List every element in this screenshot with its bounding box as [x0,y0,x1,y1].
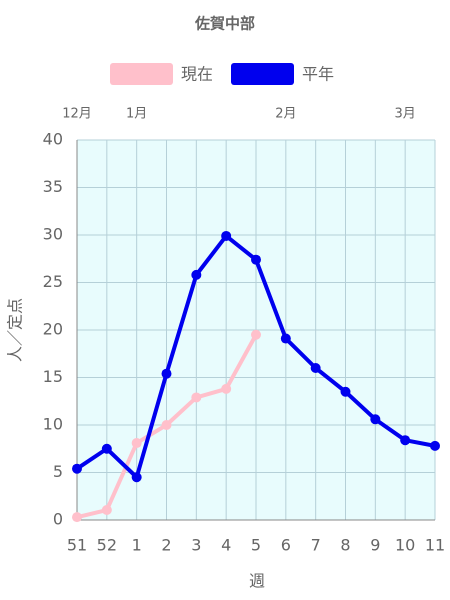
y-axis-label: 人／定点 [6,298,25,362]
x-tick-label: 5 [251,536,261,555]
legend-swatch [231,63,294,85]
y-tick-label: 20 [43,320,63,339]
y-tick-label: 30 [43,225,63,244]
data-point [191,392,202,403]
y-tick-label: 25 [43,272,63,291]
data-point [251,329,261,340]
x-tick-label: 3 [191,536,201,555]
y-tick-label: 10 [43,415,63,434]
x-tick-label: 11 [425,536,445,555]
month-label: 12月 [62,107,92,122]
y-tick-label: 15 [43,367,63,386]
x-tick-label: 8 [340,536,350,555]
y-tick-label: 0 [53,510,63,529]
data-point [72,463,82,474]
data-point [221,230,232,241]
data-point [161,420,172,430]
chart-title: 佐賀中部 [194,15,255,33]
data-point [72,512,82,523]
x-tick-label: 9 [370,536,380,555]
data-point [251,254,261,265]
data-point [101,505,112,516]
data-point [131,438,142,449]
x-tick-label: 51 [67,536,87,555]
data-point [221,383,232,394]
y-tick-label: 35 [43,177,63,196]
x-tick-label: 7 [311,536,321,555]
data-point [430,440,440,451]
month-label: 3月 [395,107,416,122]
data-point [370,414,381,425]
data-point [101,443,112,454]
x-tick-label: 52 [97,536,117,555]
data-point [400,435,411,446]
data-point [280,333,291,344]
data-point [191,269,202,280]
y-tick-label: 5 [53,462,63,481]
data-point [131,472,142,483]
x-tick-label: 4 [221,536,231,555]
month-label: 1月 [126,107,147,122]
legend-swatch [110,63,173,85]
month-label: 2月 [275,107,296,122]
x-tick-label: 1 [132,536,142,555]
x-tick-label: 2 [161,536,171,555]
legend-label: 現在 [181,65,213,84]
data-point [310,363,321,373]
x-tick-label: 10 [395,536,415,555]
y-tick-label: 40 [43,130,63,149]
x-axis-label: 週 [249,572,265,591]
x-tick-label: 6 [281,536,291,555]
data-point [340,386,351,397]
legend-label: 平年 [302,65,334,84]
data-point [161,368,172,379]
